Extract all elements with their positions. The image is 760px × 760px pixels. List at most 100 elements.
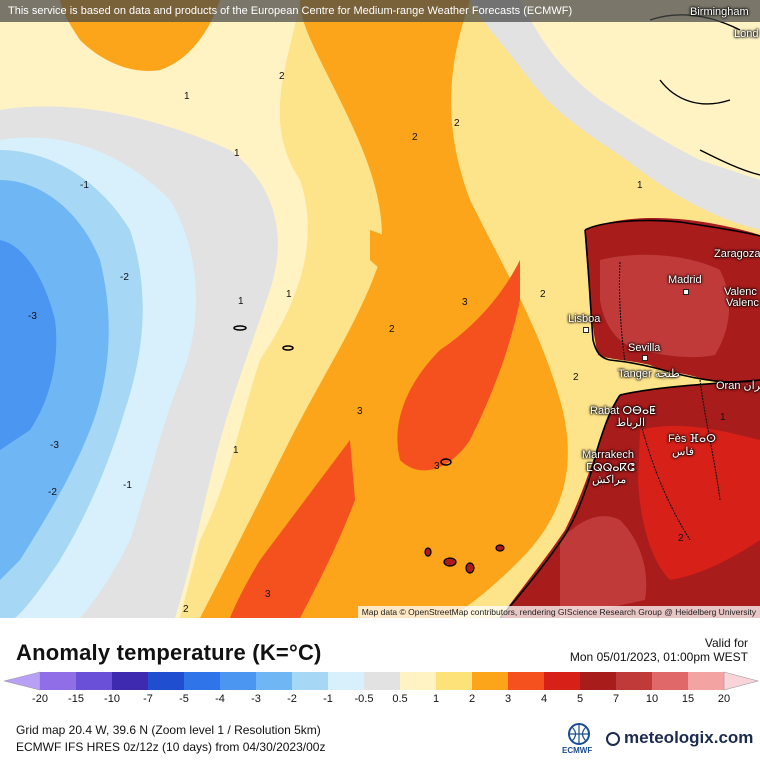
scale-tick-label: 1 <box>433 693 439 704</box>
scale-segment <box>292 672 329 690</box>
city-dot-sevilla <box>642 355 648 361</box>
city-valencia[interactable]: Valenc <box>724 286 757 298</box>
scale-tick-label: 0.5 <box>392 693 407 704</box>
scale-segment <box>580 672 617 690</box>
scale-segment <box>256 672 293 690</box>
scale-tick-label: 10 <box>646 693 658 704</box>
legend-title: Anomaly temperature (K=°C) <box>16 640 322 665</box>
contour-label: 2 <box>573 372 579 383</box>
scale-segment <box>508 672 545 690</box>
scale-tick-label: -15 <box>68 693 84 704</box>
ecmwf-logo-icon <box>568 723 590 745</box>
scale-segment <box>112 672 149 690</box>
legend-panel: Anomaly temperature (K=°C) Valid for Mon… <box>0 618 760 760</box>
city-zaragoza[interactable]: Zaragoza <box>714 248 760 260</box>
scale-segment <box>148 672 185 690</box>
valid-date: Mon 05/01/2023, 01:00pm WEST <box>569 650 748 664</box>
contour-label: 1 <box>233 445 239 456</box>
city-sevilla[interactable]: Sevilla <box>628 342 661 354</box>
contour-label: 1 <box>184 91 190 102</box>
scale-tick-label: -2 <box>287 693 297 704</box>
scale-tick-label: 4 <box>541 693 547 704</box>
contour-label: 1 <box>238 296 244 307</box>
contour-label: 2 <box>678 533 684 544</box>
city-dot-lisboa <box>583 327 589 333</box>
city-rabat[interactable]: Rabat ⵔⴱⴰⵟ <box>590 405 656 417</box>
city-lisboa[interactable]: Lisboa <box>568 313 601 325</box>
scale-segment <box>76 672 113 690</box>
scale-segment <box>220 672 257 690</box>
city-birmingham[interactable]: Birmingham <box>690 6 749 18</box>
city-fes-arabic[interactable]: فاس <box>672 446 695 458</box>
scale-tick-label: -0.5 <box>355 693 374 704</box>
city-madrid[interactable]: Madrid <box>668 274 702 286</box>
city-rabat-arabic[interactable]: الرباط <box>616 417 646 429</box>
contour-label: 2 <box>454 118 460 129</box>
contour-label: 1 <box>637 180 643 191</box>
scale-segment <box>364 672 401 690</box>
scale-tick-label: -7 <box>143 693 153 704</box>
scale-tick-label: -3 <box>251 693 261 704</box>
map-field <box>0 0 760 618</box>
scale-segment <box>400 672 437 690</box>
scale-segment <box>40 672 77 690</box>
scale-segment <box>688 672 725 690</box>
scale-segment <box>436 672 473 690</box>
city-tanger[interactable]: Tanger طنجة <box>618 368 680 380</box>
city-valencia-alt[interactable]: Valenc <box>726 297 759 309</box>
color-scale-bar: -20 -15 -10 -7 -5 -4 -3 -2 -1 -0.5 0.5 1 2 3 4 5 7 10 15 20 <box>3 671 760 704</box>
city-marrakech-tifinagh[interactable]: ⵎⵕⵕⴰⴽⵛ <box>586 462 635 474</box>
meteologix-icon <box>606 732 620 746</box>
scale-segment <box>184 672 221 690</box>
scale-tick-label: 5 <box>577 693 583 704</box>
contour-label: 3 <box>434 461 440 472</box>
scale-tick-label: -20 <box>32 693 48 704</box>
city-fes[interactable]: Fès ⴼⴰⵙ <box>668 433 716 445</box>
contour-label: -1 <box>123 480 132 491</box>
contour-label: 2 <box>389 324 395 335</box>
scale-segment <box>616 672 653 690</box>
contour-label: 2 <box>279 71 285 82</box>
contour-label: 2 <box>183 604 189 615</box>
scale-tick-label: 15 <box>682 693 694 704</box>
city-dot-madrid <box>683 289 689 295</box>
scale-segment <box>328 672 365 690</box>
map-attribution: Map data © OpenStreetMap contributors, r… <box>357 606 760 618</box>
scale-tick-label: -10 <box>104 693 120 704</box>
city-london[interactable]: Lond <box>734 28 759 40</box>
scale-tick-label: -4 <box>215 693 225 704</box>
contour-label: 1 <box>234 148 240 159</box>
contour-label: -3 <box>50 440 59 451</box>
model-info: ECMWF IFS HRES 0z/12z (10 days) from 04/… <box>16 740 326 754</box>
city-oran[interactable]: Oran وهران <box>716 380 760 392</box>
scale-tick-label: 2 <box>469 693 475 704</box>
contour-label: 3 <box>462 297 468 308</box>
scale-segment <box>544 672 581 690</box>
ecmwf-banner: This service is based on data and produc… <box>0 0 760 22</box>
ecmwf-label: ECMWF <box>562 746 593 755</box>
scale-tick-label: 20 <box>718 693 730 704</box>
contour-label: -2 <box>48 487 57 498</box>
contour-label: 1 <box>720 412 726 423</box>
city-marrakech-arabic[interactable]: مراكش <box>592 474 627 486</box>
temperature-anomaly-map[interactable]: This service is based on data and produc… <box>0 0 760 618</box>
scale-tick-label: -5 <box>179 693 189 704</box>
contour-label: -3 <box>28 311 37 322</box>
scale-arrow-high <box>723 671 760 691</box>
meteologix-brand[interactable]: meteologix.com <box>624 728 754 747</box>
scale-tick-label: 7 <box>613 693 619 704</box>
contour-label: 3 <box>265 589 271 600</box>
grid-info: Grid map 20.4 W, 39.6 N (Zoom level 1 / … <box>16 723 321 737</box>
contour-label: -1 <box>80 180 89 191</box>
contour-label: 1 <box>286 289 292 300</box>
scale-segment <box>652 672 689 690</box>
contour-label: 3 <box>357 406 363 417</box>
scale-arrow-low <box>3 671 41 691</box>
valid-label: Valid for <box>704 636 748 650</box>
city-marrakech[interactable]: Marrakech <box>582 449 634 461</box>
contour-label: 2 <box>540 289 546 300</box>
scale-segment <box>472 672 509 690</box>
scale-tick-label: 3 <box>505 693 511 704</box>
contour-label: 2 <box>412 132 418 143</box>
